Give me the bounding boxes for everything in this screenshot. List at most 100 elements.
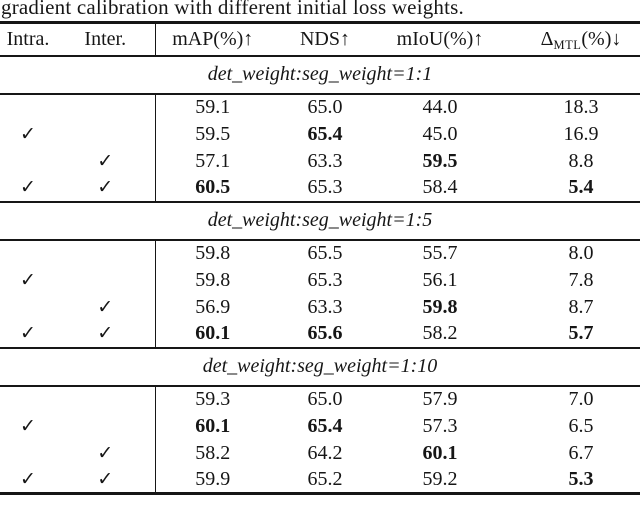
column-header-nds: NDS↑ [299,27,350,50]
table-row: ✓ 58.2 64.2 60.1 6.7 [0,439,640,467]
miou-value: 58.2 [422,322,458,344]
inter-checkmark: ✓ [97,150,114,172]
column-header-delta-mtl: ΔMTL(%)↓ [500,23,640,56]
delta-value: 18.3 [563,96,599,118]
inter-checkmark [56,267,155,294]
miou-value: 57.9 [422,388,458,410]
delta-value: 7.0 [568,388,594,410]
map-value: 60.1 [154,320,270,348]
nds-value: 65.4 [307,414,343,437]
table-header-row: Intra. Inter. mAP(%)↑ NDS↑ mIoU(%)↑ ΔMTL… [0,22,640,56]
nds-value: 65.0 [307,96,343,118]
map-value: 59.8 [154,266,270,294]
inter-checkmark [56,121,155,148]
section-weight-1-1: det_weight:seg_weight=1:1 59.1 65.0 44.0… [0,56,640,202]
delta-value: 8.7 [568,295,594,318]
nds-value: 65.6 [307,322,343,344]
nds-value: 64.2 [307,441,343,464]
nds-value: 65.4 [307,122,343,145]
miou-value: 45.0 [422,122,458,145]
column-header-miou: mIoU(%)↑ [396,27,484,50]
table-row: 59.1 65.0 44.0 18.3 [0,93,640,121]
column-header-inter: Inter. [84,27,127,50]
section-title-row: det_weight:seg_weight=1:1 [0,56,640,94]
intra-checkmark: ✓ [20,323,36,344]
delta-value: 6.5 [568,414,594,437]
map-value: 60.1 [154,412,270,440]
delta-value: 5.4 [568,176,594,198]
section-title-row: det_weight:seg_weight=1:10 [0,348,640,386]
intra-checkmark: ✓ [20,177,36,198]
delta-value: 8.0 [568,242,594,264]
intra-checkmark: ✓ [20,415,36,437]
column-header-intra: Intra. [6,27,50,50]
section-title: det_weight:seg_weight=1:5 [207,209,433,231]
miou-value: 44.0 [422,96,458,118]
map-value: 59.1 [154,93,270,121]
section-title: det_weight:seg_weight=1:10 [202,355,438,377]
intra-checkmark: ✓ [20,123,36,145]
miou-value: 57.3 [422,414,458,437]
intra-checkmark [0,386,56,413]
nds-value: 63.3 [307,295,343,318]
delta-value: 7.8 [568,268,594,291]
intra-checkmark [0,94,56,121]
table-row: ✓ ✓ 60.1 65.6 58.2 5.7 [0,320,640,348]
miou-value: 59.8 [422,295,458,318]
nds-value: 65.3 [307,176,343,198]
intra-checkmark [0,148,56,175]
intra-checkmark [0,440,56,467]
miou-value: 59.2 [422,467,458,490]
table-caption: gradient calibration with different init… [1,0,464,19]
map-value: 59.5 [154,120,270,148]
inter-checkmark: ✓ [97,296,114,318]
table-row: ✓ ✓ 60.5 65.3 58.4 5.4 [0,174,640,202]
intra-checkmark [0,294,56,321]
intra-checkmark: ✓ [20,269,36,291]
map-value: 59.3 [154,385,270,413]
delta-units-arrow: (%)↓ [581,27,622,50]
miou-value: 55.7 [422,242,458,264]
nds-value: 65.5 [307,242,343,264]
inter-checkmark [56,386,155,413]
delta-symbol: Δ [540,27,554,50]
table-row: ✓ 59.5 65.4 45.0 16.9 [0,120,640,148]
intra-checkmark: ✓ [20,468,36,490]
inter-checkmark: ✓ [97,468,114,490]
miou-value: 59.5 [422,149,458,172]
delta-value: 6.7 [568,441,594,464]
nds-value: 65.3 [307,268,343,291]
table-row: ✓ ✓ 59.9 65.2 59.2 5.3 [0,466,640,494]
table-row: ✓ 56.9 63.3 59.8 8.7 [0,293,640,321]
map-value: 59.9 [154,466,270,494]
table-row: ✓ 59.8 65.3 56.1 7.8 [0,266,640,294]
delta-value: 5.3 [568,467,594,490]
inter-checkmark: ✓ [97,442,114,464]
map-value: 56.9 [154,293,270,321]
delta-value: 8.8 [568,149,594,172]
section-title-row: det_weight:seg_weight=1:5 [0,202,640,240]
map-value: 59.8 [154,239,270,267]
intra-checkmark [0,240,56,267]
inter-checkmark [56,94,155,121]
section-weight-1-5: det_weight:seg_weight=1:5 59.8 65.5 55.7… [0,202,640,348]
table-row: ✓ 57.1 63.3 59.5 8.8 [0,147,640,175]
nds-value: 65.2 [307,467,343,490]
nds-value: 65.0 [307,388,343,410]
miou-value: 56.1 [422,268,458,291]
inter-checkmark: ✓ [97,323,114,344]
inter-checkmark [56,413,155,440]
delta-value: 16.9 [563,122,599,145]
table-row: 59.3 65.0 57.9 7.0 [0,385,640,413]
results-table: Intra. Inter. mAP(%)↑ NDS↑ mIoU(%)↑ ΔMTL… [0,21,640,495]
miou-value: 60.1 [422,441,458,464]
nds-value: 63.3 [307,149,343,172]
delta-subscript-mtl: MTL [553,37,582,52]
miou-value: 58.4 [422,176,458,198]
inter-checkmark: ✓ [97,177,114,198]
table-row: 59.8 65.5 55.7 8.0 [0,239,640,267]
map-value: 58.2 [154,439,270,467]
delta-value: 5.7 [568,322,594,344]
map-value: 60.5 [154,174,270,202]
